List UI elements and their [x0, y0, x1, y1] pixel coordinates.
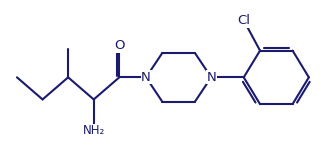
Text: N: N: [206, 71, 216, 84]
Text: Cl: Cl: [237, 14, 250, 27]
Text: NH₂: NH₂: [83, 124, 105, 137]
Text: O: O: [114, 39, 125, 52]
Text: N: N: [141, 71, 151, 84]
